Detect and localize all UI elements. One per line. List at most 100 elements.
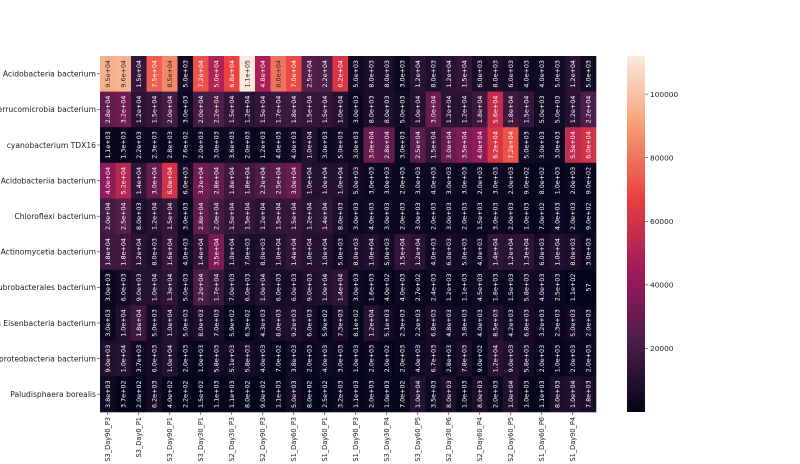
- cell-annotation: 8.0e+03: [259, 238, 267, 266]
- cell-annotation: 8.0e+02: [538, 167, 546, 195]
- cell-annotation: 1.2e+04: [367, 309, 375, 337]
- heatmap-cell: [115, 127, 132, 164]
- cell-annotation: 1.8e+04: [507, 96, 515, 124]
- cell-annotation: 1.0e+03: [383, 380, 391, 408]
- cell-annotation: 1.8e+04: [290, 96, 298, 124]
- heatmap-cell: [363, 269, 380, 306]
- cell-annotation: 4.0e+02: [383, 274, 391, 302]
- heatmap-cell: [472, 198, 488, 235]
- cell-annotation: 7.0e+03: [212, 309, 220, 337]
- cell-annotation: 3.0e+03: [398, 131, 406, 159]
- cell-annotation: 1.2e+04: [135, 238, 143, 266]
- cell-annotation: 7.0e+02: [274, 345, 282, 373]
- cell-annotation: 1.3e+04: [166, 274, 174, 302]
- cell-annotation: 8.0e+03: [476, 380, 484, 408]
- cell-annotation: 5.0e+03: [522, 131, 530, 159]
- heatmap-cell: [100, 91, 116, 128]
- heatmap-cell: [441, 234, 457, 270]
- heatmap-cell: [239, 162, 256, 199]
- row-label: cyanobacterium TDX16: [7, 141, 96, 150]
- heatmap-cell: [162, 376, 178, 413]
- cell-annotation: 3.8e+03: [460, 309, 468, 337]
- cell-annotation: 2.0e+04: [212, 202, 220, 230]
- heatmap-cell: [255, 91, 271, 128]
- heatmap-cell: [487, 269, 504, 306]
- heatmap-cell: [193, 127, 209, 164]
- heatmap-cell: [239, 269, 256, 306]
- heatmap-cell: [363, 198, 380, 235]
- heatmap-cell: [534, 91, 550, 128]
- heatmap-cell: [565, 56, 581, 92]
- row-label: Paludisphaera borealis: [10, 390, 96, 399]
- cell-annotation: 1.0e+04: [321, 167, 329, 195]
- heatmap-cell: [441, 340, 457, 377]
- cell-annotation: 9.0e+03: [507, 345, 515, 373]
- heatmap-cell: [332, 91, 349, 128]
- heatmap-cell: [162, 198, 178, 235]
- heatmap-cell: [565, 127, 581, 164]
- heatmap-cell: [239, 56, 256, 92]
- cell-annotation: 5.0e+03: [181, 309, 189, 337]
- heatmap-cell: [472, 127, 488, 164]
- cell-annotation: 4.0e+03: [538, 274, 546, 302]
- cell-annotation: 1.5e+04: [228, 202, 236, 230]
- heatmap-cell: [286, 305, 302, 342]
- heatmap-cell: [379, 234, 395, 270]
- cell-annotation: 5.2e+04: [119, 167, 127, 195]
- cell-annotation: 8.1e+02: [352, 309, 360, 337]
- heatmap-cell: [472, 91, 488, 128]
- heatmap-cell: [286, 162, 302, 199]
- heatmap-cell: [131, 127, 147, 164]
- heatmap-cell: [193, 91, 209, 128]
- heatmap-cell: [100, 198, 116, 235]
- cell-annotation: 4.0e+03: [181, 238, 189, 266]
- heatmap-cell: [255, 162, 271, 199]
- heatmap-cell: [100, 56, 116, 92]
- heatmap-cell: [270, 340, 287, 377]
- heatmap-cell: [301, 340, 318, 377]
- heatmap-cell: [332, 162, 349, 199]
- heatmap-cell: [534, 269, 550, 306]
- heatmap-cell: [410, 376, 426, 413]
- heatmap-cell: [224, 198, 240, 235]
- cell-annotation: 7.8e+03: [584, 380, 592, 408]
- cell-annotation: 6.0e+03: [274, 274, 282, 302]
- heatmap-cell: [472, 162, 488, 199]
- cell-annotation: 1.0e+04: [305, 131, 313, 159]
- heatmap-cell: [193, 305, 209, 342]
- cell-annotation: 4.0e+04: [476, 131, 484, 159]
- heatmap-cell: [162, 305, 178, 342]
- cell-annotation: 7.0e+03: [228, 274, 236, 302]
- cell-annotation: 1.5e+04: [150, 96, 158, 124]
- colorbar-tick-label: 60000: [650, 217, 674, 226]
- heatmap-cell: [131, 198, 147, 235]
- heatmap-cell: [441, 269, 457, 306]
- cell-annotation: 6.0e+03: [538, 238, 546, 266]
- heatmap-cell: [115, 56, 132, 92]
- cell-annotation: 8.5e+04: [166, 60, 174, 88]
- heatmap-cell: [472, 234, 488, 270]
- cell-annotation: 1.2e+04: [507, 238, 515, 266]
- cell-annotation: 8.0e+03: [150, 238, 158, 266]
- cell-annotation: 2.0e+03: [507, 167, 515, 195]
- heatmap-cell: [146, 234, 163, 270]
- heatmap-cell: [549, 56, 566, 92]
- heatmap-cell: [580, 340, 597, 377]
- cell-annotation: 9.0e+03: [104, 345, 112, 373]
- heatmap-cell: [146, 91, 163, 128]
- cell-annotation: 5.0e+04: [212, 60, 220, 88]
- heatmap-cell: [348, 162, 364, 199]
- heatmap-cell: [239, 91, 256, 128]
- heatmap-cell: [472, 305, 488, 342]
- heatmap-cell: [239, 376, 256, 413]
- column-label: S1_Day90_P4: [569, 417, 577, 462]
- cell-annotation: 6.2e+04: [336, 60, 344, 88]
- heatmap-cell: [363, 127, 380, 164]
- cell-annotation: 4.0e+03: [290, 131, 298, 159]
- heatmap-cell: [301, 376, 318, 413]
- heatmap-cell: [301, 234, 318, 270]
- heatmap-cell: [332, 56, 349, 92]
- row-label: Candidatus Eisenbacteria bacterium: [0, 319, 96, 328]
- heatmap-cell: [441, 127, 457, 164]
- cell-annotation: 7.2e+04: [197, 60, 205, 88]
